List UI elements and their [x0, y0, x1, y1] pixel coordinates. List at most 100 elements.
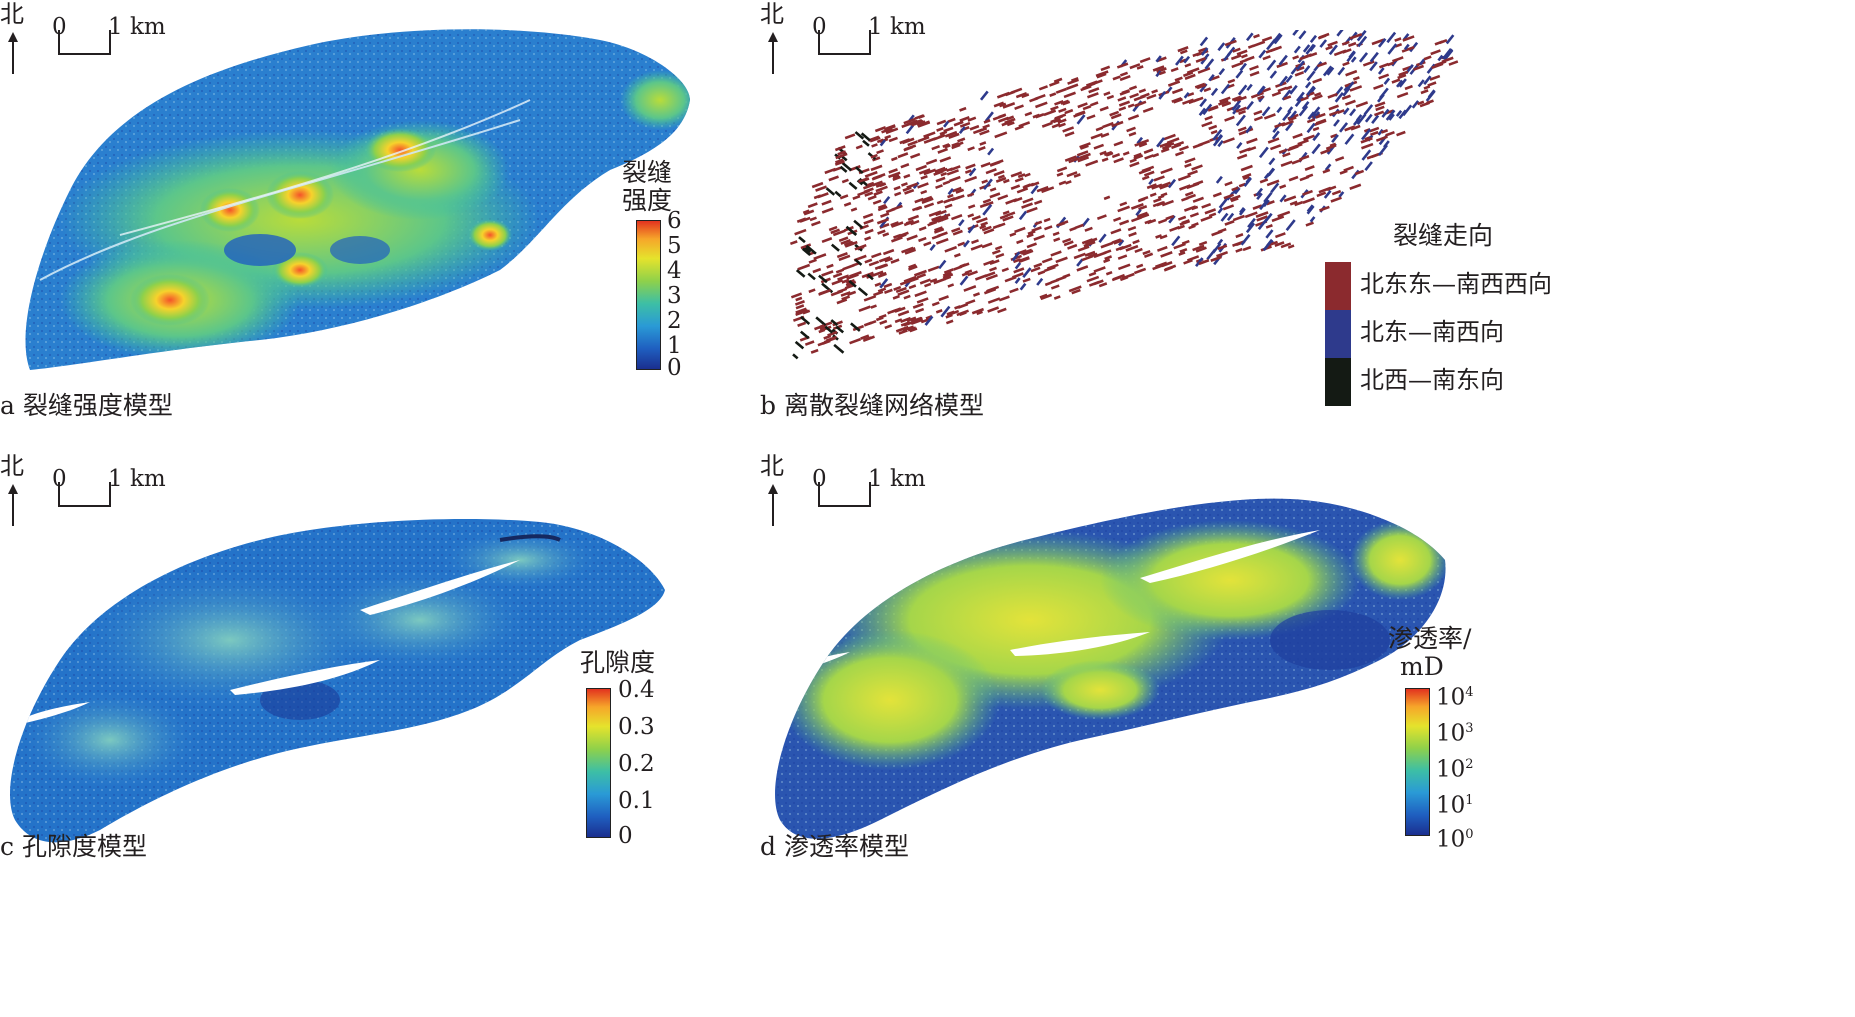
- fracture-segment: [1341, 94, 1351, 100]
- fracture-segment: [1021, 93, 1030, 99]
- fracture-segment: [895, 325, 909, 333]
- fracture-segment: [1192, 196, 1204, 203]
- fracture-segment: [1055, 87, 1067, 94]
- fracture-segment: [1371, 38, 1385, 46]
- fracture-segment: [1232, 214, 1245, 222]
- fracture-segment: [1116, 62, 1129, 69]
- fracture-segment: [983, 228, 995, 235]
- fracture-segment: [1331, 134, 1339, 143]
- fracture-segment: [893, 233, 902, 239]
- fracture-segment: [1217, 244, 1228, 251]
- fracture-segment: [1086, 275, 1100, 283]
- fracture-segment: [1096, 72, 1107, 79]
- fracture-segment: [1200, 47, 1209, 56]
- fracture-segment: [1299, 175, 1310, 182]
- fracture-segment: [1009, 287, 1019, 294]
- colorbar-a-tick: 3: [667, 283, 682, 309]
- fracture-segment: [800, 243, 812, 250]
- fracture-segment: [814, 324, 825, 331]
- fracture-segment: [940, 305, 951, 318]
- fracture-segment: [1267, 137, 1280, 144]
- fracture-segment: [1041, 121, 1053, 128]
- north-arrow-icon: [768, 484, 778, 526]
- fracture-segment: [1088, 271, 1097, 277]
- fracture-segment: [815, 316, 827, 327]
- fracture-segment: [1238, 109, 1247, 115]
- fracture-segment: [1279, 75, 1288, 86]
- fracture-segment: [1050, 284, 1060, 290]
- fracture-segment: [887, 308, 898, 315]
- fracture-segment: [1349, 32, 1363, 40]
- discrete-fracture-network-map: [789, 30, 1459, 360]
- fracture-segment: [985, 168, 997, 175]
- fracture-segment: [1052, 118, 1062, 124]
- fracture-segment: [1079, 144, 1089, 150]
- colorbar-d-tick: 101: [1436, 792, 1474, 819]
- fracture-segment: [1355, 101, 1369, 108]
- fracture-segment: [1305, 43, 1315, 55]
- fracture-segment: [908, 265, 918, 271]
- fracture-segment: [918, 120, 926, 125]
- fracture-segment: [994, 131, 1008, 139]
- fracture-segment: [1181, 239, 1190, 245]
- fracture-segment: [1098, 282, 1108, 288]
- fracture-segment: [944, 130, 958, 138]
- fracture-segment: [1128, 131, 1137, 137]
- fracture-segment: [1139, 138, 1150, 145]
- fracture-segment: [1361, 128, 1372, 141]
- fracture-segment: [1014, 277, 1021, 284]
- fracture-segment: [1212, 134, 1223, 147]
- fracture-segment: [1334, 156, 1345, 162]
- fracture-segment: [976, 217, 988, 224]
- fracture-segment: [917, 135, 930, 143]
- fracture-segment: [815, 185, 828, 192]
- fracture-segment: [1191, 222, 1199, 228]
- fracture-segment: [866, 181, 875, 187]
- fracture-segment: [1035, 101, 1048, 109]
- fracture-segment: [958, 126, 966, 134]
- fracture-segment: [1158, 181, 1171, 189]
- fracture-segment: [1366, 153, 1379, 160]
- fracture-segment: [1137, 197, 1146, 203]
- fracture-segment: [884, 324, 893, 330]
- fracture-segment: [801, 247, 811, 257]
- colorbar-a: [636, 220, 661, 370]
- fracture-segment: [1349, 183, 1362, 190]
- fracture-segment: [1369, 126, 1380, 133]
- fracture-segment: [1103, 150, 1113, 157]
- fracture-segment: [1105, 270, 1113, 276]
- fracture-segment: [795, 309, 809, 317]
- fracture-segment: [870, 164, 883, 172]
- fracture-segment: [877, 203, 887, 210]
- fracture-segment: [1171, 96, 1182, 103]
- fracture-segment: [873, 290, 884, 297]
- fracture-segment: [1391, 78, 1401, 84]
- fracture-segment: [1328, 110, 1340, 117]
- fracture-segment: [1151, 89, 1159, 94]
- fracture-segment: [1323, 189, 1332, 199]
- caption-c: c 孔隙度模型: [0, 832, 147, 861]
- colorbar-c: [586, 688, 611, 838]
- fracture-segment: [1186, 67, 1200, 75]
- fracture-segment: [1063, 240, 1074, 247]
- scale-bar: [58, 30, 111, 55]
- fracture-segment: [903, 145, 914, 152]
- fracture-segment: [1034, 199, 1043, 205]
- fracture-segment: [879, 139, 886, 147]
- fracture-segment: [942, 143, 950, 148]
- fracture-segment: [1324, 163, 1332, 171]
- fracture-segment: [1301, 101, 1310, 110]
- fracture-segment: [957, 241, 966, 247]
- fracture-segment: [1110, 113, 1122, 120]
- fracture-segment: [1423, 85, 1431, 90]
- fracture-segment: [1064, 108, 1074, 115]
- fracture-segment: [1334, 91, 1344, 103]
- north-arrow-icon: [768, 32, 778, 74]
- fracture-segment: [971, 239, 979, 245]
- legend-label: 北东—南西向: [1360, 318, 1504, 346]
- fracture-segment: [849, 270, 862, 278]
- fracture-segment: [971, 215, 981, 221]
- fracture-segment: [1325, 45, 1333, 51]
- fracture-segment: [857, 189, 870, 197]
- fracture-segment: [1026, 206, 1038, 214]
